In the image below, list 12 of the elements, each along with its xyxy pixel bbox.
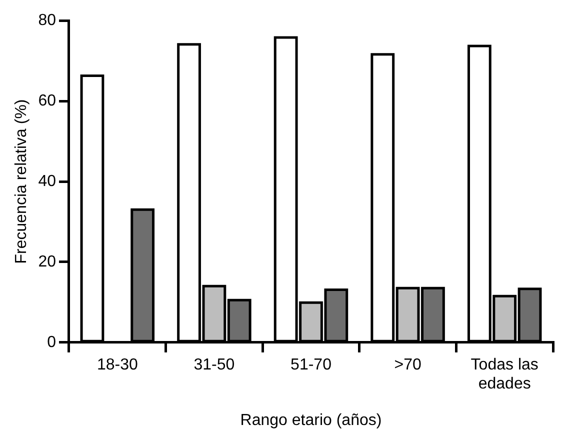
x-axis-title: Rango etario (años)	[240, 412, 382, 429]
y-tick-label: 60	[38, 92, 56, 110]
y-tick-label: 20	[38, 253, 56, 270]
x-tick-label: 51-70	[290, 356, 332, 374]
y-tick-label: 80	[38, 12, 56, 30]
x-tick-label: 31-50	[194, 356, 235, 374]
x-tick-label: Todas las edades	[470, 356, 538, 393]
y-axis-title: Frecuencia relativa (%)	[13, 99, 30, 264]
x-tick-label: 18-30	[96, 356, 138, 374]
y-tick-label: 0	[47, 334, 56, 351]
x-tick-label: >70	[394, 356, 422, 374]
y-tick-label: 40	[38, 172, 56, 190]
